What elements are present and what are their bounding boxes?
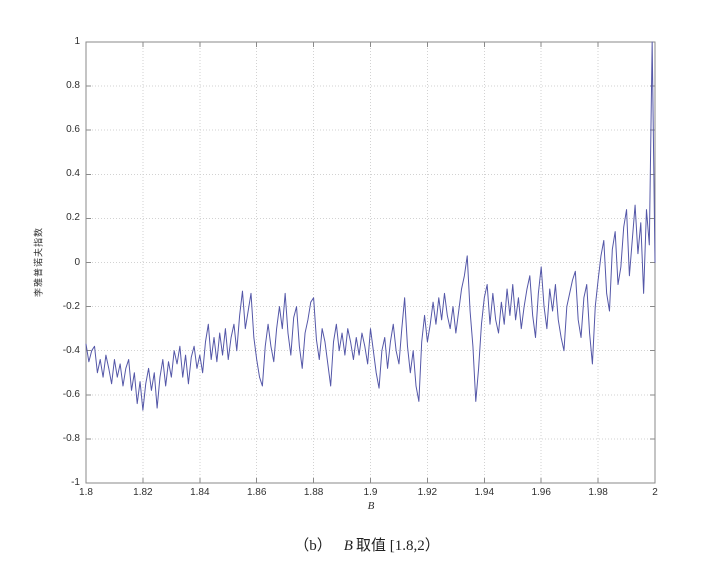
x-tick-label: 1.82 — [133, 487, 153, 498]
caption-variable: B — [343, 538, 353, 554]
y-tick-label: 0.4 — [66, 168, 80, 180]
y-tick-label: 0.2 — [66, 212, 80, 224]
x-tick-label: 1.9 — [363, 487, 378, 498]
y-tick-label: 0 — [74, 256, 80, 268]
y-tick-label: -0.4 — [62, 344, 80, 356]
x-tick-label: 1.8 — [79, 487, 93, 498]
y-tick-label: -0.8 — [62, 432, 80, 444]
y-tick-label: 0.6 — [66, 124, 80, 136]
x-tick-label: 1.84 — [190, 487, 210, 498]
x-tick-label: 1.88 — [303, 487, 324, 498]
y-tick-label: -0.6 — [62, 388, 80, 400]
y-tick-label: -0.2 — [62, 300, 80, 312]
caption-text: 取值 [1.8,2） — [355, 538, 440, 554]
x-tick-label: 1.92 — [417, 487, 438, 498]
figure-caption: （b） B 取值 [1.8,2） — [294, 534, 439, 555]
y-tick-label: -1 — [71, 477, 80, 488]
x-tick-label: 1.94 — [474, 487, 495, 498]
caption-index: （b） — [294, 538, 332, 554]
series-line — [85, 41, 656, 411]
y-tick-label: 0.8 — [66, 80, 80, 92]
y-tick-label: 1 — [74, 36, 80, 47]
x-tick-label: 1.86 — [246, 487, 267, 498]
x-tick-label: 1.96 — [531, 487, 551, 498]
x-axis-label: B — [367, 500, 375, 512]
x-tick-label: 2 — [652, 487, 658, 498]
x-tick-label: 1.98 — [588, 487, 608, 498]
